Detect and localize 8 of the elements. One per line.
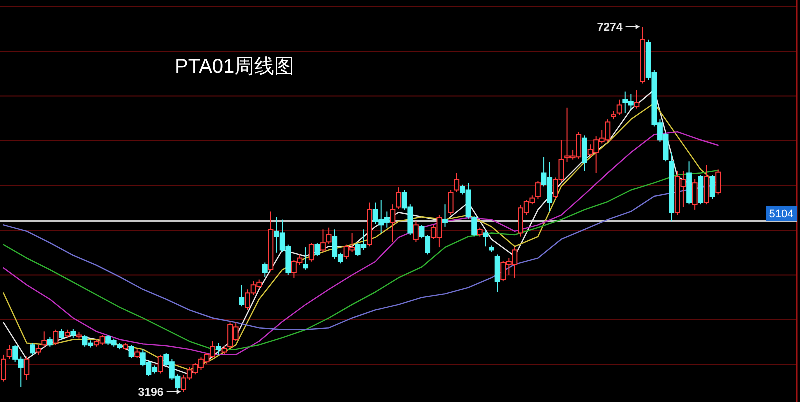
candlestick	[390, 204, 396, 243]
annotation: 3196	[138, 387, 164, 399]
candlestick	[24, 356, 30, 381]
candlestick	[582, 135, 588, 172]
text: PTA01周线图	[175, 56, 295, 78]
annotation: 7274	[597, 22, 624, 34]
candlestick	[669, 152, 675, 222]
ref-line-label: 5104	[769, 208, 794, 221]
